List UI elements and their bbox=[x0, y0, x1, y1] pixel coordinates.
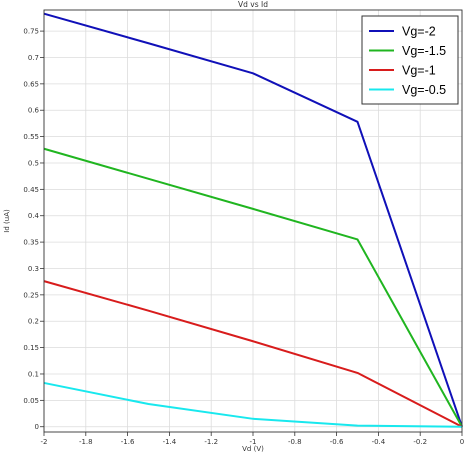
legend-label: Vg=-0.5 bbox=[402, 83, 446, 97]
y-tick-label: 0.15 bbox=[23, 344, 39, 352]
y-tick-label: 0.4 bbox=[28, 212, 40, 220]
y-tick-label: 0.3 bbox=[28, 265, 39, 273]
y-tick-label: 0.5 bbox=[28, 159, 39, 167]
x-tick-label: -1.8 bbox=[79, 438, 93, 446]
y-tick-label: 0.6 bbox=[28, 107, 40, 115]
y-tick-label: 0 bbox=[35, 423, 39, 431]
legend-label: Vg=-1 bbox=[402, 64, 436, 78]
legend-label: Vg=-2 bbox=[402, 25, 436, 39]
y-tick-label: 0.7 bbox=[28, 54, 39, 62]
axes: -2 -1.8 -1.6 -1.4 -1.2 -1 -0.8 -0.6 -0.4 -0.2 0 0 0.… bbox=[23, 9, 464, 446]
x-tick-label: 0 bbox=[460, 438, 464, 446]
x-tick-label: -1.4 bbox=[163, 438, 177, 446]
plot-frame bbox=[43, 9, 463, 433]
x-tick-label: -1 bbox=[250, 438, 257, 446]
x-tick-label: -0.4 bbox=[372, 438, 386, 446]
y-tick-label: 0.35 bbox=[23, 239, 39, 247]
series-lines bbox=[43, 12, 463, 428]
legend: Vg=-2 Vg=-1.5 Vg=-1 Vg=-0.5 bbox=[361, 15, 459, 105]
x-tick-label: -0.8 bbox=[288, 438, 302, 446]
x-tick-label: -1.2 bbox=[204, 438, 218, 446]
y-tick-label: 0.65 bbox=[23, 80, 39, 88]
y-tick-label: 0.55 bbox=[23, 133, 39, 141]
chart-title: Vd vs Id bbox=[238, 0, 268, 9]
y-tick-label: 0.75 bbox=[23, 28, 39, 36]
y-tick-label: 0.25 bbox=[23, 291, 39, 299]
y-tick-label: 0.05 bbox=[23, 397, 39, 405]
x-tick-label: -1.6 bbox=[121, 438, 135, 446]
series-line-3 bbox=[43, 280, 463, 428]
y-tick-label: 0.2 bbox=[28, 318, 39, 326]
y-tick-label: 0.45 bbox=[23, 186, 39, 194]
series-line-2 bbox=[43, 147, 463, 428]
series-line-4 bbox=[43, 381, 463, 428]
x-tick-label: -0.6 bbox=[330, 438, 344, 446]
x-axis-title: Vd (V) bbox=[242, 445, 264, 453]
x-tick-label: -2 bbox=[41, 438, 48, 446]
legend-label: Vg=-1.5 bbox=[402, 44, 446, 58]
y-tick-label: 0.1 bbox=[28, 370, 39, 378]
y-axis-title: Id (uA) bbox=[3, 209, 11, 233]
series-line-1 bbox=[43, 12, 463, 428]
x-tick-label: -0.2 bbox=[413, 438, 427, 446]
